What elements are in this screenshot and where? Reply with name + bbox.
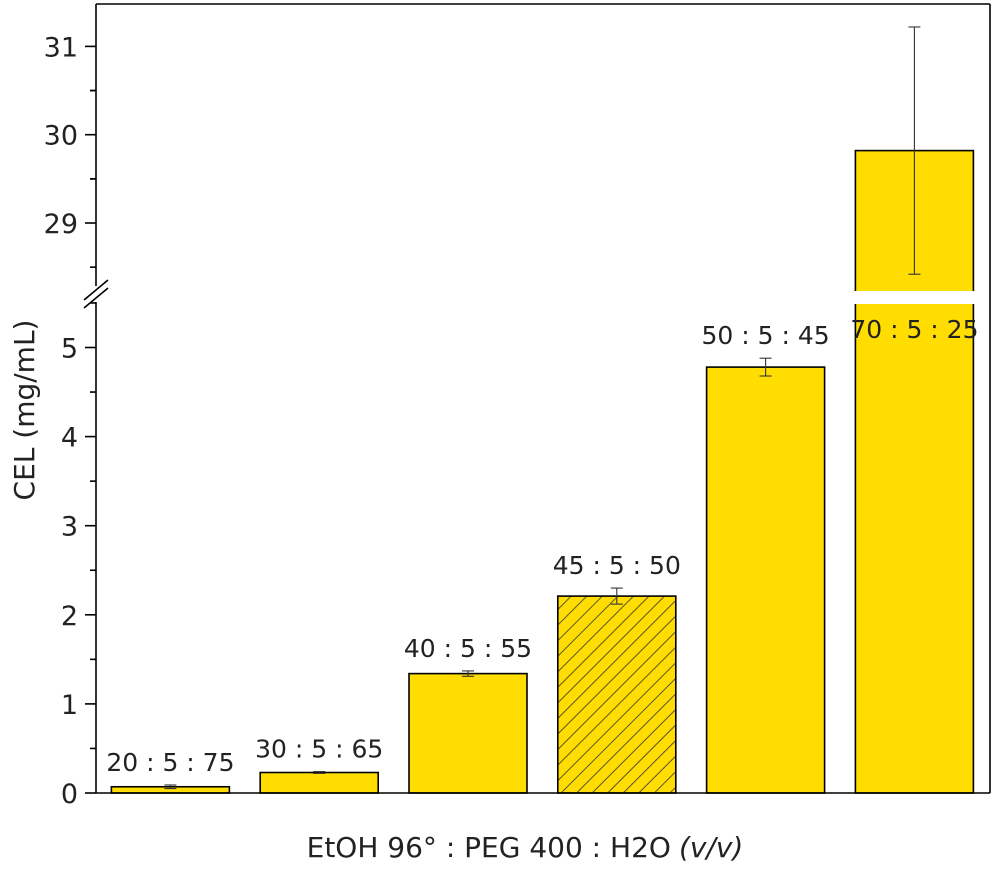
bar-label-6: 70 : 5 : 25 xyxy=(850,315,978,344)
y-tick-label: 4 xyxy=(61,423,78,454)
y-tick-label: 3 xyxy=(61,512,78,543)
x-axis-title: EtOH 96° : PEG 400 : H2O (v/v) xyxy=(307,831,744,864)
y-tick-label: 1 xyxy=(61,690,78,721)
bar-3 xyxy=(408,672,528,794)
y-tick-label: 2 xyxy=(61,601,78,632)
y-tick-label: 5 xyxy=(61,334,78,365)
y-tick-label: 30 xyxy=(44,121,78,152)
bar-label-1: 20 : 5 : 75 xyxy=(106,748,234,777)
bar-label-3: 40 : 5 : 55 xyxy=(404,634,532,663)
bar-label-5: 50 : 5 : 45 xyxy=(702,321,830,350)
bar-2 xyxy=(259,771,380,794)
x-axis-title-main: EtOH 96° : PEG 400 : H2O xyxy=(307,831,671,864)
bar-4 xyxy=(556,595,677,794)
y-tick-label: 0 xyxy=(61,779,78,810)
axes-group: 0 1 2 3 4 5 29 30 31 xyxy=(44,3,991,810)
y-tick-label: 29 xyxy=(44,209,78,240)
bars-group xyxy=(110,149,976,794)
y-axis-title: CEL (mg/mL) xyxy=(8,320,41,501)
x-axis-title-unit: (v/v) xyxy=(679,831,743,864)
axis-break-mark xyxy=(83,279,109,301)
error-bars-group xyxy=(164,26,921,790)
y-tick-label: 31 xyxy=(44,32,78,63)
axis-break-mark xyxy=(83,287,109,309)
bar-labels-group: 20 : 5 : 75 30 : 5 : 65 40 : 5 : 55 45 : 5 … xyxy=(106,315,978,777)
bar-6 xyxy=(854,149,975,794)
bar-label-4: 45 : 5 : 50 xyxy=(553,551,681,580)
bar-5 xyxy=(705,366,826,794)
bar-label-2: 30 : 5 : 65 xyxy=(255,735,383,764)
bar-break-gap xyxy=(853,291,976,304)
